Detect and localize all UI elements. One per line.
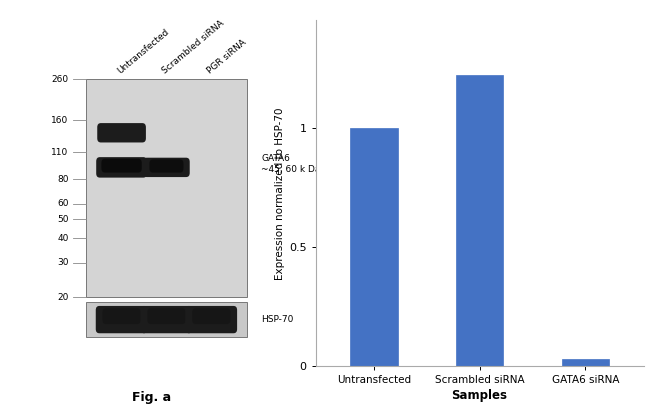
- Bar: [86, 166, 246, 177]
- Text: 20: 20: [57, 293, 68, 302]
- Y-axis label: Expression normalized to HSP-70: Expression normalized to HSP-70: [275, 107, 285, 280]
- Bar: [86, 232, 246, 243]
- Bar: [86, 265, 246, 275]
- Bar: [86, 101, 246, 112]
- FancyBboxPatch shape: [148, 308, 185, 324]
- Text: PGR siRNA: PGR siRNA: [205, 38, 248, 76]
- Bar: [86, 177, 246, 188]
- FancyBboxPatch shape: [98, 123, 146, 142]
- Bar: [86, 254, 246, 265]
- Text: GATA6
~45, 60 k Da: GATA6 ~45, 60 k Da: [261, 154, 320, 174]
- Bar: [86, 79, 246, 90]
- Text: 30: 30: [57, 258, 68, 267]
- Bar: [350, 128, 398, 366]
- Bar: [86, 210, 246, 221]
- Text: Scrambled siRNA: Scrambled siRNA: [161, 19, 226, 76]
- Text: 60: 60: [57, 199, 68, 208]
- Text: 260: 260: [51, 74, 68, 84]
- FancyBboxPatch shape: [143, 158, 190, 177]
- FancyBboxPatch shape: [140, 306, 192, 333]
- FancyBboxPatch shape: [185, 306, 237, 333]
- Bar: [86, 188, 246, 199]
- Text: 80: 80: [57, 175, 68, 184]
- Bar: [86, 275, 246, 286]
- Text: Fig. a: Fig. a: [132, 391, 171, 403]
- Bar: [86, 243, 246, 254]
- Bar: [86, 302, 246, 337]
- FancyBboxPatch shape: [105, 127, 141, 142]
- Text: HSP-70: HSP-70: [261, 315, 294, 324]
- FancyBboxPatch shape: [150, 160, 183, 173]
- Bar: [86, 79, 246, 297]
- Bar: [86, 90, 246, 101]
- Bar: [86, 144, 246, 155]
- Bar: [456, 75, 503, 366]
- FancyBboxPatch shape: [101, 159, 142, 173]
- Bar: [86, 123, 246, 133]
- X-axis label: Samples: Samples: [452, 389, 508, 403]
- Bar: [86, 155, 246, 166]
- FancyBboxPatch shape: [96, 306, 148, 333]
- Bar: [86, 221, 246, 232]
- Bar: [86, 199, 246, 210]
- Bar: [86, 112, 246, 123]
- Text: 50: 50: [57, 215, 68, 224]
- Text: 110: 110: [51, 148, 68, 157]
- Bar: [562, 359, 609, 366]
- Text: 40: 40: [57, 234, 68, 243]
- Text: 160: 160: [51, 116, 68, 125]
- Bar: [86, 286, 246, 297]
- Bar: [86, 133, 246, 144]
- FancyBboxPatch shape: [96, 157, 147, 177]
- FancyBboxPatch shape: [103, 308, 140, 324]
- FancyBboxPatch shape: [192, 308, 231, 324]
- Text: Untransfected: Untransfected: [116, 27, 171, 76]
